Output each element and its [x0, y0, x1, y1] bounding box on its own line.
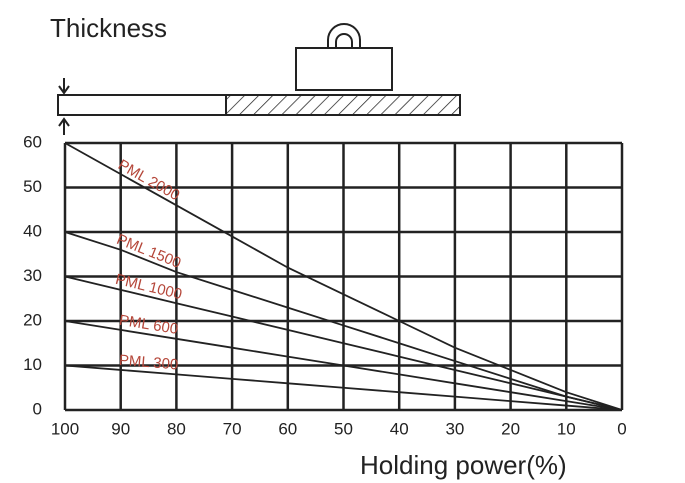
x-tick-label: 90	[111, 419, 130, 438]
x-tick-label: 100	[51, 419, 79, 438]
x-tick-label: 40	[390, 419, 409, 438]
y-axis-title: Thickness	[50, 13, 167, 43]
x-tick-label: 80	[167, 419, 186, 438]
x-tick-label: 10	[557, 419, 576, 438]
magnet-body	[295, 47, 393, 91]
x-tick-label: 0	[617, 419, 626, 438]
plate	[57, 94, 227, 116]
x-tick-label: 60	[278, 419, 297, 438]
y-tick-label: 50	[23, 177, 42, 196]
y-tick-label: 10	[23, 355, 42, 374]
illustration	[57, 23, 461, 135]
series-label: PML 2000	[115, 156, 182, 204]
series-label: PML 300	[118, 352, 179, 374]
thickness-arrows	[58, 78, 70, 135]
series-line	[64, 142, 623, 411]
series-line	[64, 275, 623, 411]
x-tick-label: 70	[223, 419, 242, 438]
y-tick-label: 0	[33, 399, 42, 418]
x-tick-label: 50	[334, 419, 353, 438]
y-tick-label: 20	[23, 310, 42, 329]
x-axis-title: Holding power(%)	[360, 450, 567, 480]
series-line	[64, 231, 623, 411]
magnet-contact	[225, 94, 461, 116]
y-tick-label: 30	[23, 266, 42, 285]
magnet-handle	[327, 23, 361, 48]
y-tick-label: 60	[23, 132, 42, 151]
series-line	[64, 320, 623, 411]
series-line	[64, 364, 623, 411]
x-tick-label: 30	[445, 419, 464, 438]
x-tick-label: 20	[501, 419, 520, 438]
y-tick-label: 40	[23, 221, 42, 240]
